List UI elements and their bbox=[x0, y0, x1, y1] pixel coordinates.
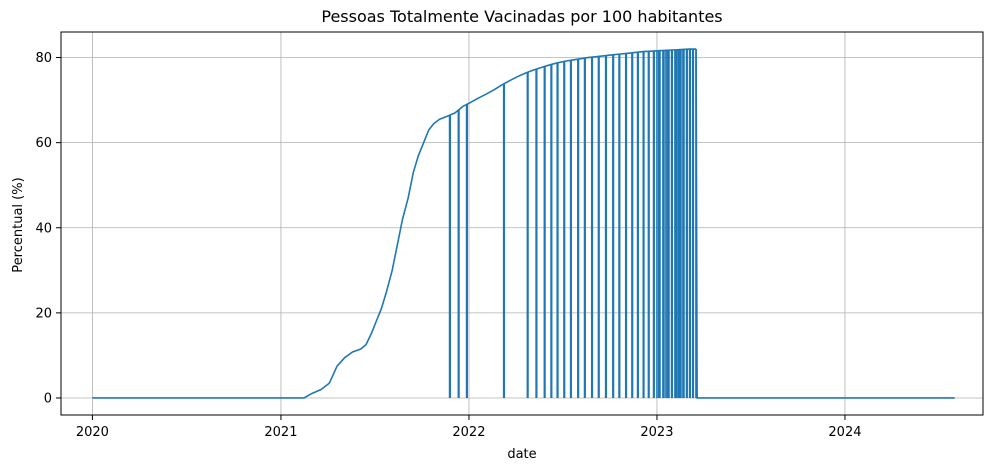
axes-frame bbox=[60, 31, 984, 416]
y-tick-label: 60 bbox=[35, 136, 52, 151]
plot-area bbox=[92, 48, 955, 399]
y-tick-label: 80 bbox=[35, 51, 52, 66]
x-tick-label: 2022 bbox=[452, 425, 485, 440]
y-tick-label: 40 bbox=[35, 221, 52, 236]
chart-title: Pessoas Totalmente Vacinadas por 100 hab… bbox=[321, 7, 722, 26]
x-tick-label: 2024 bbox=[828, 425, 861, 440]
x-tick-label: 2023 bbox=[640, 425, 673, 440]
x-tick-label: 2021 bbox=[264, 425, 297, 440]
y-axis-label: Percentual (%) bbox=[11, 177, 26, 272]
x-tick-label: 2020 bbox=[76, 425, 109, 440]
x-axis-label: date bbox=[507, 447, 536, 462]
x-axis-ticks: 2020 2021 2022 2023 2024 bbox=[76, 415, 862, 440]
y-tick-label: 20 bbox=[35, 306, 52, 321]
y-axis-ticks: 0 20 40 60 80 bbox=[35, 51, 61, 406]
y-tick-label: 0 bbox=[44, 391, 52, 406]
series-line bbox=[92, 48, 697, 399]
